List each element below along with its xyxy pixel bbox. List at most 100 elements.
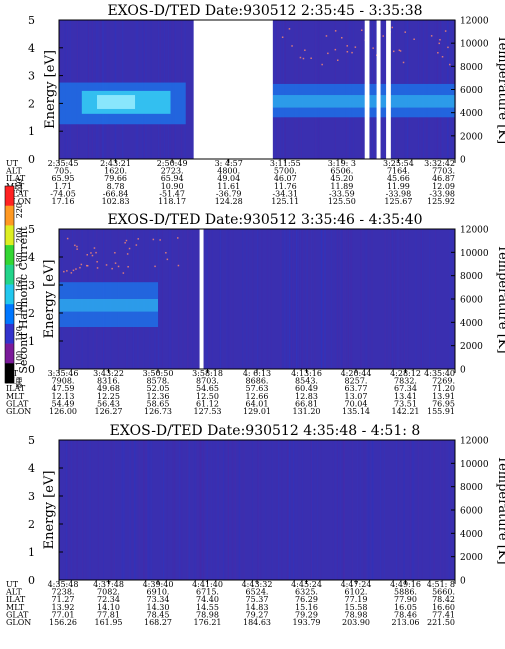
heatmap-texture	[287, 229, 289, 369]
heatmap-texture	[372, 440, 374, 580]
colorbar-blocks	[4, 185, 15, 384]
heatmap-texture	[227, 440, 229, 580]
orbit-cell: 14.83	[246, 603, 269, 612]
heatmap-texture	[188, 229, 190, 369]
heatmap-texture	[369, 229, 371, 369]
heatmap-texture	[160, 229, 163, 369]
heatmap-speck	[372, 47, 374, 49]
panel-1-heatmap	[59, 20, 457, 159]
orbit-cell: 66.81	[295, 399, 318, 408]
y-tick-label: 5	[28, 223, 35, 236]
heatmap-texture	[89, 440, 91, 580]
orbit-cell: 11.76	[274, 182, 297, 191]
orbit-cell: 78.45	[147, 610, 170, 619]
heatmap-texture	[412, 440, 414, 580]
orbit-cell: -51.47	[159, 189, 185, 198]
heatmap-speck	[393, 50, 395, 53]
heatmap-texture	[115, 440, 117, 580]
y-tick-label: 1	[28, 335, 35, 348]
heatmap-texture	[449, 440, 451, 580]
heatmap-texture	[429, 440, 431, 580]
orbit-cell: 4:35:48	[48, 580, 79, 589]
orbit-row-label: ILAT	[6, 595, 26, 604]
orbit-cell: 131.20	[293, 407, 321, 416]
heatmap-texture	[444, 440, 446, 580]
orbit-cell: -36.79	[216, 189, 242, 198]
data-gap	[376, 20, 381, 159]
heatmap-texture	[181, 440, 183, 580]
orbit-cell: 77.19	[345, 595, 368, 604]
orbit-cell: 4:37:48	[93, 580, 124, 589]
heatmap-texture	[219, 229, 221, 369]
orbit-cell: 184.63	[243, 618, 271, 627]
heatmap-texture	[440, 440, 442, 580]
colorbar-tick-label: 80	[15, 378, 24, 388]
heatmap-speck	[399, 50, 402, 52]
heatmap-texture	[238, 440, 240, 580]
heatmap-texture	[338, 229, 340, 369]
heatmap-texture	[351, 229, 353, 369]
orbit-cell: 11.99	[387, 182, 410, 191]
panel-3-y2label: Temperature [K]	[495, 455, 505, 564]
orbit-cell: 79.66	[104, 174, 127, 183]
orbit-cell: 6715.	[196, 588, 219, 597]
orbit-cell: 8.78	[107, 182, 125, 191]
heatmap-texture	[306, 229, 308, 369]
orbit-row-label: ALT	[5, 588, 22, 597]
orbit-row-label: ILAT	[6, 174, 26, 183]
orbit-cell: 16.60	[432, 603, 455, 612]
heatmap-texture	[211, 229, 213, 369]
heatmap-texture	[415, 229, 417, 369]
orbit-cell: 12.66	[246, 392, 269, 401]
data-gap	[386, 20, 391, 159]
heatmap-texture	[114, 440, 116, 580]
orbit-cell: 46.87	[432, 174, 455, 183]
heatmap-texture	[301, 229, 303, 369]
heatmap-texture	[193, 229, 195, 369]
heatmap-texture	[82, 440, 84, 580]
heatmap-speck	[439, 39, 441, 41]
orbit-cell: 17.16	[52, 197, 75, 206]
heatmap-texture	[287, 440, 289, 580]
heatmap-texture	[203, 440, 205, 580]
heatmap-texture	[260, 440, 262, 580]
y-tick-label: 0	[28, 153, 35, 166]
heatmap-texture	[421, 440, 423, 580]
heatmap-texture	[308, 229, 310, 369]
heatmap-texture	[196, 229, 198, 369]
heatmap-peak	[97, 95, 136, 109]
orbit-row-label: ILAT	[6, 384, 26, 393]
orbit-cell: 15.58	[345, 603, 368, 612]
heatmap-texture	[242, 229, 244, 369]
heatmap-texture	[334, 440, 336, 580]
orbit-cell: 4:43:32	[242, 580, 273, 589]
heatmap-texture	[299, 229, 301, 369]
heatmap-texture	[335, 229, 337, 369]
heatmap-texture	[409, 440, 412, 580]
heatmap-texture	[206, 229, 208, 369]
heatmap-texture	[301, 440, 304, 580]
heatmap-texture	[372, 440, 374, 580]
colorbar-block	[5, 186, 14, 206]
heatmap-texture	[265, 440, 267, 580]
heatmap-texture	[347, 229, 349, 369]
heatmap-speck	[447, 46, 449, 49]
heatmap-texture	[232, 229, 234, 369]
orbit-cell: 2:50:49	[157, 159, 188, 168]
heatmap-texture	[212, 440, 214, 580]
y2-tick-label: 6000	[460, 86, 483, 96]
heatmap-speck	[70, 272, 73, 274]
orbit-cell: 49.68	[97, 384, 120, 393]
heatmap-speck	[96, 267, 99, 269]
heatmap-texture	[231, 440, 233, 580]
panel-3-axes: 0 1 2 3 4 5 0 2000 4000 6000 8000 10000 12000	[28, 434, 489, 587]
orbit-cell: 78.98	[196, 610, 219, 619]
orbit-cell: 6910.	[147, 588, 170, 597]
orbit-cell: 12.83	[295, 392, 318, 401]
panel-1: EXOS-D/TED Date:930512 2:35:45 - 3:35:38…	[5, 3, 505, 206]
panel-3-heatmap	[59, 440, 455, 580]
orbit-cell: 129.01	[243, 407, 271, 416]
heatmap-texture	[343, 229, 345, 369]
orbit-cell: 77.81	[97, 610, 120, 619]
heatmap-texture	[343, 440, 345, 580]
